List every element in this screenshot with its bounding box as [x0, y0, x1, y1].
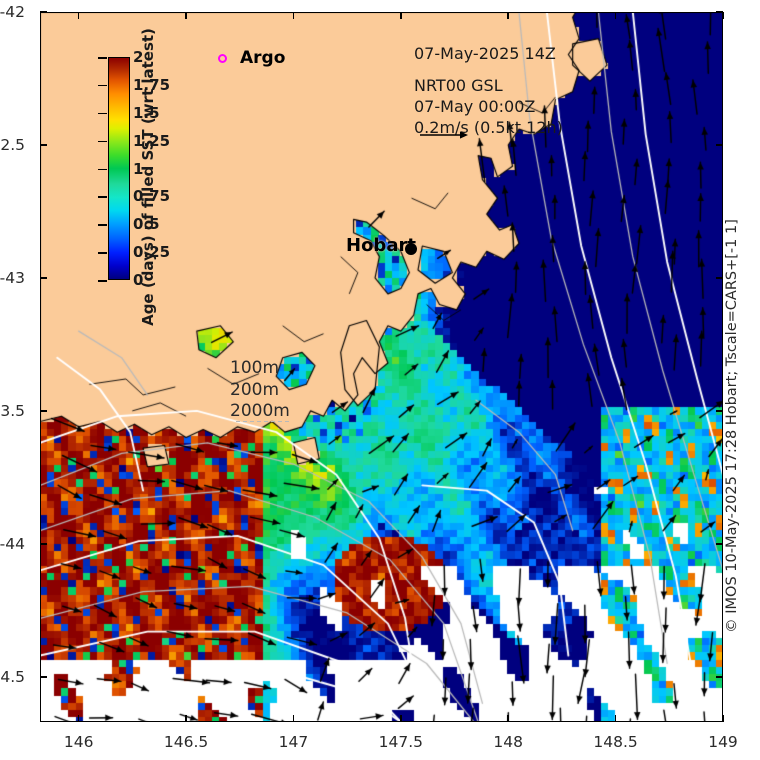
colorbar — [108, 57, 130, 280]
x-axis-tick-label: 147 — [278, 733, 309, 751]
credit-label: © IMOS 10-May-2025 17:28 Hobart; Tscale=… — [724, 219, 740, 633]
x-axis-tick — [400, 12, 402, 19]
y-axis-tick — [716, 675, 723, 678]
y-axis-tick-label: -44.5 — [0, 667, 25, 686]
x-axis-tick — [185, 12, 187, 19]
x-axis-tick — [292, 715, 295, 722]
colorbar-tick — [98, 57, 107, 59]
colorbar-tick-label: 1.25 — [133, 131, 171, 150]
x-axis-tick-label: 147.5 — [378, 733, 424, 751]
current-vector-layer — [40, 12, 723, 722]
x-axis-tick-label: 149 — [708, 733, 738, 751]
model-annotation-block: NRT00 GSL 07-May 00:00Z 0.2m/s (0.5kt 12… — [414, 75, 563, 138]
y-axis-tick-label: -43 — [0, 268, 25, 287]
depth-contour-legend: 100m 200m 2000m — [230, 358, 290, 423]
place-marker-hobart — [405, 243, 417, 255]
colorbar-tick — [98, 140, 107, 143]
colorbar-tick — [98, 168, 107, 170]
colorbar-tick-label: 0.5 — [133, 215, 160, 234]
y-axis-tick-label: -43.5 — [0, 401, 25, 420]
y-axis-tick — [716, 277, 723, 279]
colorbar-tick — [98, 224, 107, 226]
colorbar-tick — [98, 196, 107, 198]
x-axis-tick — [722, 715, 724, 722]
depth-contour-2000m: 2000m — [230, 401, 290, 421]
colorbar-tick — [98, 112, 107, 115]
x-axis-tick-label: 146.5 — [163, 733, 209, 751]
colorbar-tick-label: 1 — [133, 159, 144, 178]
x-axis-tick — [292, 12, 295, 19]
argo-marker-icon — [218, 54, 227, 63]
x-axis-tick — [185, 715, 187, 722]
y-axis-tick — [40, 144, 47, 146]
x-axis-tick — [400, 715, 402, 722]
colorbar-tick — [98, 252, 107, 254]
x-axis-tick — [77, 715, 80, 722]
x-axis-tick-label: 146 — [63, 733, 94, 751]
colorbar-tick-label: 1.75 — [133, 75, 171, 94]
depth-contour-200m: 200m — [230, 379, 280, 400]
vector-scale-arrow-icon — [420, 131, 468, 139]
colorbar-tick-label: 2 — [133, 48, 144, 66]
y-axis-tick-label: -42 — [0, 3, 25, 21]
timestamp-label: 07-May-2025 14Z — [414, 44, 556, 63]
x-axis-tick — [722, 12, 724, 19]
colorbar-tick-label: 0.75 — [133, 187, 171, 206]
y-axis-tick — [40, 675, 47, 678]
model-time-label: 07-May 00:00Z — [414, 97, 536, 116]
colorbar-tick-label: 0 — [133, 271, 144, 289]
x-axis-tick — [77, 12, 80, 19]
x-axis-tick — [507, 715, 509, 722]
y-axis-tick — [40, 277, 47, 279]
y-axis-tick — [716, 144, 723, 146]
colorbar-tick — [98, 280, 107, 282]
y-axis-tick — [716, 543, 723, 545]
depth-contour-100m: 100m — [230, 358, 280, 378]
argo-legend-label: Argo — [240, 48, 286, 68]
x-axis-tick-label: 148 — [493, 733, 524, 751]
colorbar-tick-label: 0.25 — [133, 243, 171, 262]
x-axis-tick — [614, 12, 617, 19]
colorbar-tick-label: 1.5 — [133, 103, 160, 122]
y-axis-tick-label: -42.5 — [0, 135, 25, 154]
y-axis-tick — [716, 410, 723, 412]
y-axis-tick — [40, 11, 47, 13]
x-axis-tick-label: 148.5 — [593, 733, 638, 751]
map-plot-area[interactable]: 2 1.75 1.5 1.25 1 0.75 0.5 0.25 0 Age (days) of … — [40, 12, 723, 722]
x-axis-tick — [614, 715, 617, 722]
vector-scale-label: 0.2m/s (0.5kt 12h) — [414, 118, 563, 137]
place-label-hobart: Hobart — [346, 235, 416, 256]
model-name-label: NRT00 GSL — [414, 76, 503, 95]
depth-contour-sample-line — [236, 421, 290, 422]
y-axis-tick-label: -44 — [0, 534, 25, 553]
colorbar-tick — [98, 84, 107, 87]
y-axis-tick — [40, 410, 47, 412]
y-axis-tick — [40, 543, 47, 545]
x-axis-tick — [507, 12, 509, 19]
y-axis-tick — [716, 11, 723, 13]
colorbar-title: Age (days) of filled SST (wrt latest) — [139, 28, 157, 326]
